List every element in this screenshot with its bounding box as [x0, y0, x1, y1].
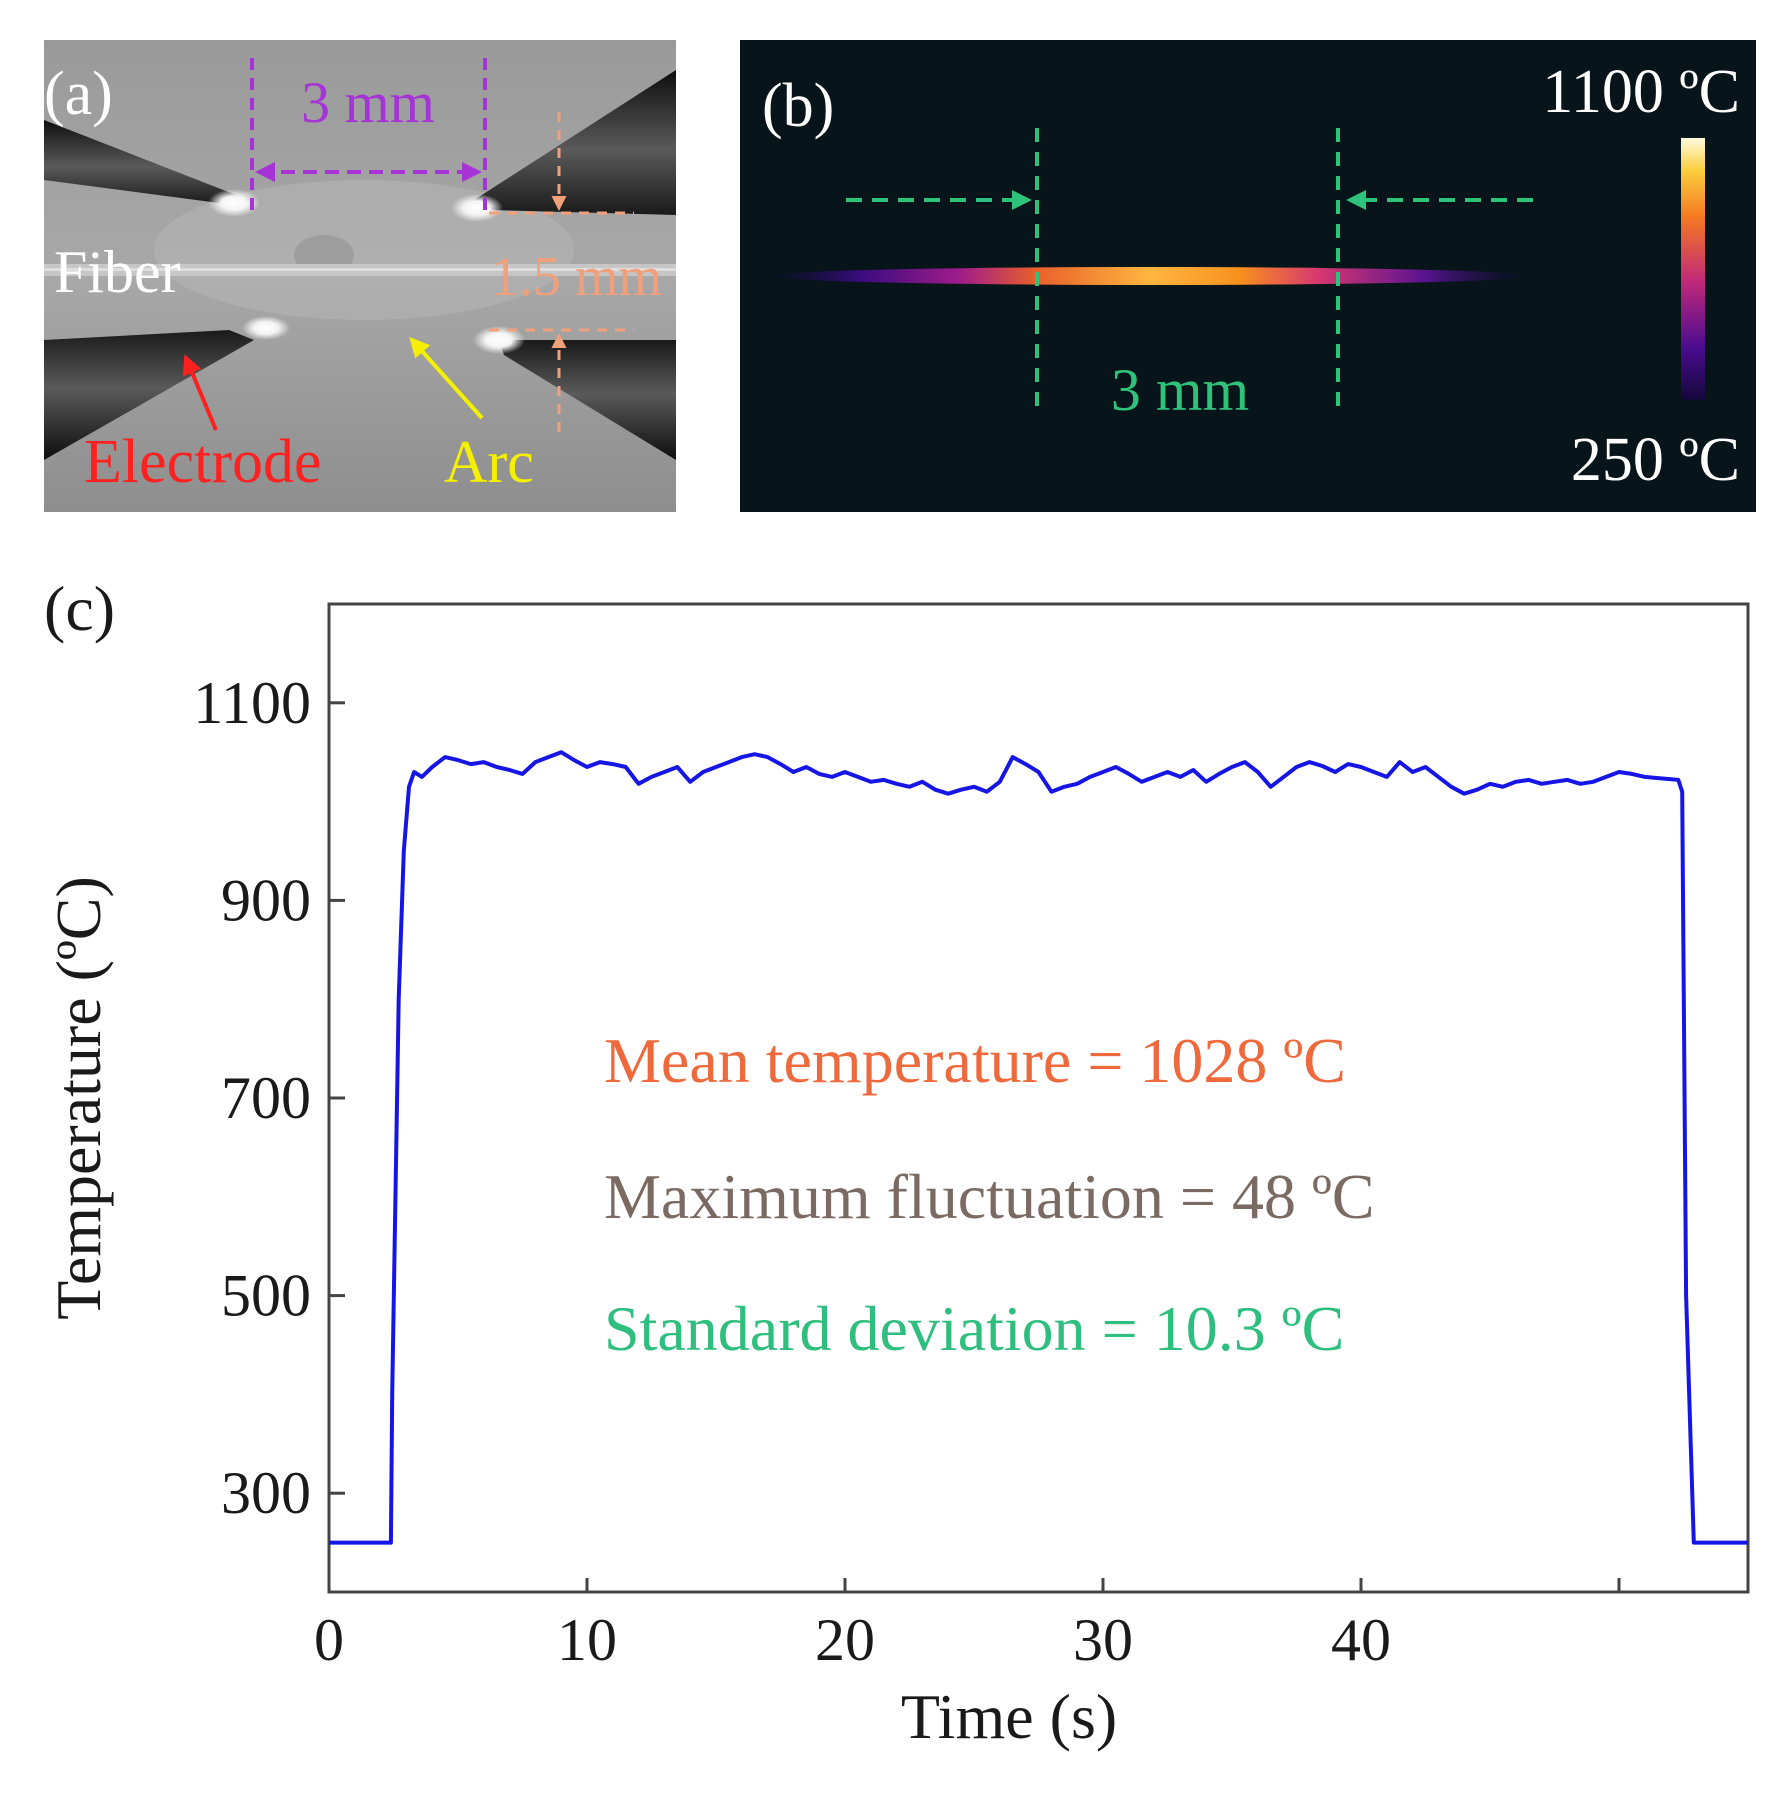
panel-a-gap-label: 3 mm	[301, 70, 435, 135]
color-scale-bar	[1681, 138, 1705, 400]
x-tick-label: 10	[557, 1607, 617, 1673]
fiber-label: Fiber	[54, 239, 181, 305]
y-tick-label: 300	[221, 1460, 311, 1526]
heated-fiber	[770, 267, 1530, 285]
panel-b-gap-label: 3 mm	[1111, 357, 1249, 423]
stat-annotation: Standard deviation = 10.3 ºC	[604, 1293, 1344, 1364]
y-axis-title: Temperature (ºC)	[43, 876, 114, 1320]
panel-a-height-label: 1.5 mm	[491, 246, 662, 308]
x-tick-label: 40	[1331, 1607, 1391, 1673]
y-tick-label: 700	[221, 1065, 311, 1131]
panel-a-label: (a)	[44, 60, 113, 128]
y-tick-label: 900	[221, 867, 311, 933]
scale-min-label: 250 ºC	[1571, 426, 1740, 494]
temperature-series-line	[329, 750, 1748, 1545]
panel-b-thermal: (b) 1100 ºC 250 ºC 3 mm	[740, 40, 1756, 512]
panel-c-label: (c)	[44, 573, 115, 644]
y-tick-label: 500	[221, 1263, 311, 1329]
x-tick-label: 30	[1073, 1607, 1133, 1673]
panel-a-photo: (a) 3 mm Fiber 1.5 mm Electrode Arc	[44, 40, 676, 512]
x-axis: 0 10 20 30 40	[314, 1578, 1621, 1673]
temperature-chart: (c) 300 500 700 900 1100 0 10 20 30 40 Mean temp…	[43, 573, 1750, 1752]
stats-annotations: Mean temperature = 1028 ºC Maximum fluctu…	[604, 1025, 1375, 1364]
panel-c: (c) 300 500 700 900 1100 0 10 20 30 40 Mean temp…	[0, 560, 1788, 1791]
panel-b: (b) 1100 ºC 250 ºC 3 mm	[740, 40, 1756, 512]
electrode-bottom-left	[44, 330, 254, 460]
plot-frame	[327, 602, 1750, 1594]
panel-a: (a) 3 mm Fiber 1.5 mm Electrode Arc	[44, 40, 676, 512]
y-tick-label: 1100	[193, 670, 311, 736]
stat-annotation: Maximum fluctuation = 48 ºC	[604, 1161, 1375, 1232]
scale-max-label: 1100 ºC	[1542, 58, 1740, 126]
y-axis: 300 500 700 900 1100	[193, 670, 345, 1526]
arc-label: Arc	[444, 429, 534, 495]
stat-annotation: Mean temperature = 1028 ºC	[604, 1025, 1346, 1096]
electrode-label: Electrode	[84, 428, 322, 496]
x-tick-label: 0	[314, 1607, 344, 1673]
x-tick-label: 20	[815, 1607, 875, 1673]
electrode-top-left	[44, 120, 249, 205]
electrode-bottom-right	[499, 340, 676, 460]
electrode-top-right	[474, 70, 676, 215]
x-axis-title: Time (s)	[901, 1681, 1117, 1752]
panel-b-label: (b)	[762, 72, 834, 140]
